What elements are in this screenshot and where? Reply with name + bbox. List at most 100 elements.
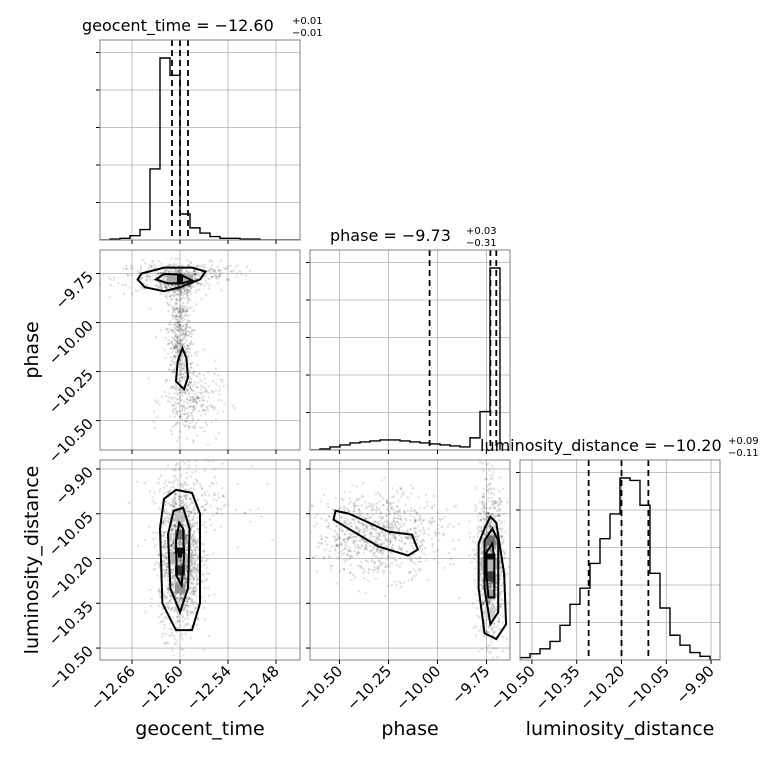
scatter-point xyxy=(193,560,196,563)
scatter-point xyxy=(490,603,494,607)
scatter-point xyxy=(159,620,162,624)
scatter-point xyxy=(169,537,173,540)
scatter-point xyxy=(169,550,173,553)
scatter-point xyxy=(154,426,157,430)
scatter-point xyxy=(183,580,186,583)
scatter-point xyxy=(203,586,206,589)
scatter-point xyxy=(490,638,493,641)
density-cell xyxy=(167,553,178,564)
scatter-point xyxy=(409,509,413,513)
scatter-point xyxy=(173,506,176,509)
scatter-point xyxy=(206,558,209,561)
scatter-point xyxy=(136,269,139,272)
scatter-point xyxy=(182,423,185,426)
scatter-point xyxy=(490,550,493,553)
scatter-point xyxy=(190,354,193,357)
scatter-point xyxy=(139,264,143,268)
y-tick-label-phase: −10.00 xyxy=(45,317,97,369)
scatter-point xyxy=(170,608,173,611)
scatter-point xyxy=(382,541,385,545)
scatter-point xyxy=(188,497,191,500)
scatter-point xyxy=(191,409,194,412)
scatter-point xyxy=(147,266,150,269)
scatter-point xyxy=(170,284,174,287)
scatter-point xyxy=(297,547,299,549)
scatter-point xyxy=(405,551,408,554)
scatter-point xyxy=(184,272,187,275)
scatter-point xyxy=(474,634,478,637)
scatter-point xyxy=(197,271,200,275)
scatter-point xyxy=(396,491,399,495)
scatter-point xyxy=(189,372,192,375)
scatter-point xyxy=(182,354,185,357)
scatter-point xyxy=(172,545,175,548)
scatter-point xyxy=(387,520,390,524)
scatter-point xyxy=(420,550,423,554)
scatter-point xyxy=(168,592,171,595)
scatter-point xyxy=(200,560,203,563)
scatter-point xyxy=(185,288,188,291)
scatter-point xyxy=(195,354,198,357)
scatter-point xyxy=(195,623,198,626)
scatter-point xyxy=(179,399,182,402)
scatter-point xyxy=(168,271,171,274)
scatter-point xyxy=(174,354,177,358)
scatter-point xyxy=(406,496,409,499)
scatter-point xyxy=(356,553,359,557)
scatter-point xyxy=(397,510,400,513)
scatter-point xyxy=(172,398,175,401)
scatter-point xyxy=(373,561,377,564)
density-cell xyxy=(175,547,185,558)
scatter-point xyxy=(357,529,361,532)
scatter-point xyxy=(486,630,489,633)
scatter-point xyxy=(489,506,492,509)
scatter-point xyxy=(438,532,441,535)
scatter-point xyxy=(179,576,182,579)
scatter-point xyxy=(171,606,174,610)
scatter-point xyxy=(190,362,193,365)
scatter-point xyxy=(178,362,181,365)
scatter-point xyxy=(169,481,172,484)
scatter-point xyxy=(422,519,425,523)
scatter-point xyxy=(198,392,202,395)
scatter-point xyxy=(347,537,350,540)
scatter-point xyxy=(187,613,190,617)
scatter-point xyxy=(366,541,369,544)
scatter-point xyxy=(161,608,165,611)
scatter-point xyxy=(180,339,183,342)
scatter-point xyxy=(421,548,424,551)
scatter-point xyxy=(403,522,406,525)
scatter-point xyxy=(216,512,219,515)
scatter-point xyxy=(410,506,413,510)
scatter-point xyxy=(217,374,220,377)
scatter-point xyxy=(170,397,173,400)
scatter-point xyxy=(177,328,180,331)
scatter-point xyxy=(173,346,176,350)
scatter-point xyxy=(201,524,205,527)
scatter-point xyxy=(335,543,338,547)
scatter-point xyxy=(203,377,206,380)
scatter-point xyxy=(490,585,493,588)
scatter-point xyxy=(193,562,197,566)
scatter-point xyxy=(151,261,154,264)
scatter-point xyxy=(211,514,215,517)
scatter-point xyxy=(370,549,374,552)
scatter-point xyxy=(489,599,492,602)
scatter-point xyxy=(396,517,400,520)
scatter-point xyxy=(196,528,200,531)
scatter-point xyxy=(177,289,180,292)
scatter-point xyxy=(402,493,405,496)
scatter-point xyxy=(176,335,180,338)
scatter-point xyxy=(378,507,382,510)
scatter-point xyxy=(185,292,188,295)
scatter-point xyxy=(170,583,174,586)
scatter-point xyxy=(197,557,200,560)
scatter-point xyxy=(349,571,352,574)
scatter-point xyxy=(399,510,402,513)
scatter-point xyxy=(187,383,190,386)
scatter-point xyxy=(176,338,179,341)
scatter-point xyxy=(362,523,365,527)
scatter-point xyxy=(173,339,177,342)
scatter-point xyxy=(376,568,380,571)
scatter-point xyxy=(174,318,178,322)
